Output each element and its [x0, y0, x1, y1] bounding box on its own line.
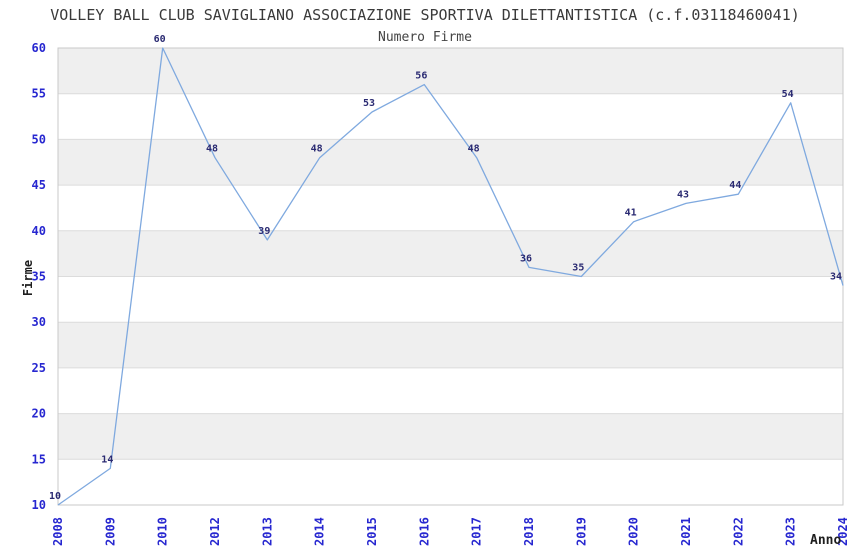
plot-border: [57, 47, 844, 506]
x-axis-title: Anno: [810, 533, 842, 548]
data-label: 56: [415, 71, 427, 82]
data-label: 48: [206, 144, 218, 155]
data-label: 60: [154, 34, 166, 45]
y-tick-label: 50: [32, 132, 46, 146]
data-label: 14: [101, 454, 113, 465]
data-label: 53: [363, 98, 375, 109]
x-tick-label: 2019: [574, 517, 588, 546]
y-band: [58, 48, 843, 94]
data-label: 54: [782, 89, 794, 100]
data-label: 39: [258, 226, 270, 237]
y-tick-label: 10: [32, 498, 46, 512]
x-tick-label: 2010: [156, 517, 170, 546]
x-tick-label: 2024: [836, 517, 850, 546]
x-tick-label: 2009: [103, 517, 117, 546]
data-label: 35: [572, 263, 584, 274]
y-tick-label: 30: [32, 315, 46, 329]
y-axis-title: Firme: [21, 259, 35, 297]
x-tick-label: 2017: [470, 517, 484, 546]
x-tick-label: 2020: [627, 517, 641, 546]
y-band: [58, 322, 843, 368]
x-tick-label: 2016: [417, 517, 431, 546]
data-label: 10: [49, 491, 61, 502]
data-label: 43: [677, 189, 689, 200]
chart-subtitle: Numero Firme: [378, 30, 472, 45]
x-tick-label: 2022: [731, 517, 745, 546]
x-tick-label: 2015: [365, 517, 379, 546]
x-tick-label: 2018: [522, 517, 536, 546]
x-tick-label: 2021: [679, 517, 693, 546]
data-label: 48: [311, 144, 323, 155]
y-band: [58, 139, 843, 186]
y-band: [58, 413, 843, 460]
y-tick-label: 25: [32, 361, 46, 375]
y-band: [58, 230, 843, 277]
y-tick-label: 15: [32, 452, 46, 466]
y-tick-label: 35: [32, 270, 46, 284]
y-tick-label: 40: [32, 224, 46, 238]
data-label: 36: [520, 253, 532, 264]
y-tick-label: 20: [32, 407, 46, 421]
data-label: 48: [468, 144, 480, 155]
x-tick-label: 2012: [208, 517, 222, 546]
y-tick-label: 60: [32, 41, 46, 55]
data-label: 34: [830, 272, 842, 283]
x-tick-label: 2013: [260, 517, 274, 546]
y-tick-label: 45: [32, 178, 46, 192]
data-label: 41: [625, 208, 637, 219]
series-line: [57, 47, 844, 506]
x-tick-label: 2014: [313, 517, 327, 546]
chart-title: VOLLEY BALL CLUB SAVIGLIANO ASSOCIAZIONE…: [50, 6, 800, 24]
x-tick-label: 2023: [784, 517, 798, 546]
x-tick-label: 2008: [51, 517, 65, 546]
data-label: 44: [729, 180, 741, 191]
y-tick-label: 55: [32, 87, 46, 101]
